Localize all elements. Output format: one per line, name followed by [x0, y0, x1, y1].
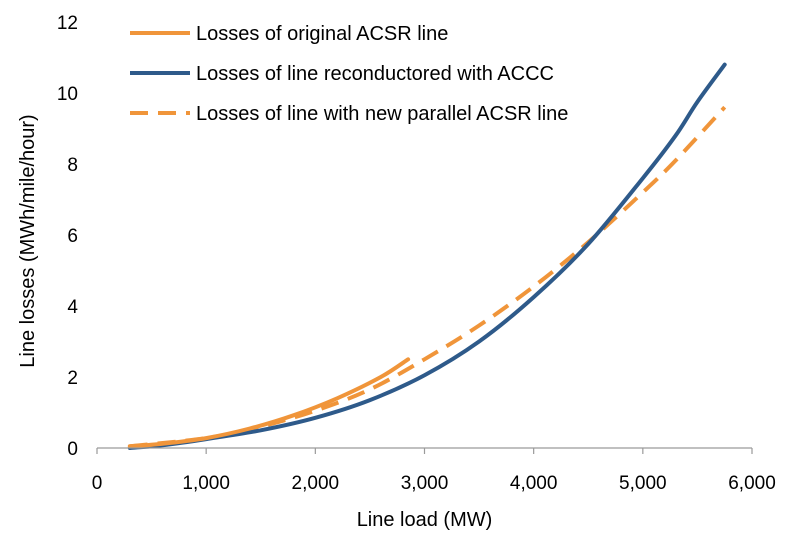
y-tick-label: 0 — [67, 439, 78, 460]
series-line-3 — [129, 105, 727, 449]
plot-area — [127, 62, 727, 450]
y-tick-label: 2 — [67, 368, 78, 389]
legend-label-3: Losses of line with new parallel ACSR li… — [196, 103, 568, 125]
x-tick-label: 2,000 — [292, 473, 340, 494]
chart-legend: Losses of original ACSR line Losses of li… — [130, 23, 568, 125]
y-tick-label: 8 — [67, 155, 78, 176]
x-tick-label: 3,000 — [401, 473, 449, 494]
y-tick-label: 12 — [57, 13, 78, 34]
x-tick-label: 1,000 — [182, 473, 230, 494]
x-tick-label: 0 — [92, 473, 103, 494]
x-axis-ticks: 0 1,000 2,000 3,000 4,000 5,000 6,000 — [92, 448, 776, 494]
x-tick-label: 6,000 — [728, 473, 776, 494]
y-axis-ticks: 0 2 4 6 8 10 12 — [57, 13, 79, 460]
x-tick-label: 5,000 — [619, 473, 667, 494]
legend-label-2: Losses of line reconductored with ACCC — [196, 63, 554, 85]
series-line-1 — [127, 357, 411, 449]
y-tick-label: 6 — [67, 226, 78, 247]
x-axis-title: Line load (MW) — [357, 509, 493, 531]
y-tick-label: 10 — [57, 84, 78, 105]
y-tick-label: 4 — [67, 297, 78, 318]
legend-label-1: Losses of original ACSR line — [196, 23, 448, 45]
y-axis-title: Line losses (MWh/mile/hour) — [17, 114, 39, 367]
x-tick-label: 4,000 — [510, 473, 558, 494]
